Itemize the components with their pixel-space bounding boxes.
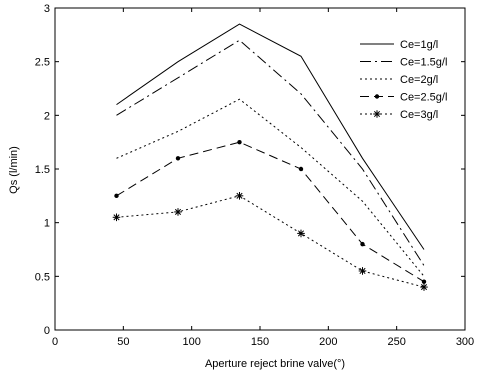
data-point [175, 156, 181, 161]
data-point [174, 208, 182, 216]
series-3 [116, 98, 425, 277]
series-1 [116, 23, 425, 250]
marker-stroke [297, 230, 305, 237]
data-point [358, 267, 367, 275]
data-point [114, 193, 119, 199]
marker-stroke [174, 208, 182, 215]
x-tick-label: 250 [387, 336, 405, 348]
series-line [116, 98, 425, 277]
y-tick-label: 1 [44, 218, 50, 230]
data-point [360, 241, 365, 247]
data-point [235, 192, 244, 200]
axes: 0 50 100 150 200 250 300 0 0.5 1 1.5 2 2.5 3 [35, 3, 474, 348]
y-tick-label: 3 [44, 3, 50, 15]
y-tick-label: 0 [44, 325, 50, 337]
data-point [421, 279, 427, 284]
legend-label: Ce=3g/l [400, 109, 438, 121]
y-axis-label: Qs (l/min) [8, 146, 20, 194]
marker-stroke [236, 192, 243, 199]
x-tick-label: 50 [117, 336, 129, 348]
x-tick-label: 200 [319, 336, 337, 348]
y-tick-label: 0.5 [35, 271, 50, 283]
legend-item: Ce=2g/l [360, 74, 438, 86]
series-2 [116, 39, 425, 266]
x-tick-label: 0 [52, 336, 58, 348]
legend-label: Ce=2g/l [400, 74, 438, 86]
series-line [116, 141, 425, 283]
legend-item: Ce=1.5g/l [360, 57, 447, 69]
x-tick-label: 100 [182, 336, 200, 348]
y-tick-label: 2.5 [35, 57, 50, 69]
legend: Ce=1g/l Ce=1.5g/l Ce=2g/l Ce=2.5g/l Ce=3g/l [360, 39, 447, 121]
y-tick-label: 2 [44, 110, 50, 122]
marker-stroke [373, 110, 381, 118]
series-4 [114, 139, 427, 284]
series-group [112, 23, 428, 291]
marker-stroke [420, 284, 428, 291]
y-tick-label: 1.5 [35, 164, 50, 176]
data-point [298, 166, 304, 172]
legend-item: Ce=1g/l [360, 39, 438, 51]
data-point [237, 139, 242, 145]
series-5 [112, 192, 428, 291]
series-line [116, 23, 425, 250]
legend-item: Ce=3g/l [360, 109, 438, 121]
x-tick-label: 300 [456, 336, 474, 348]
series-line [116, 39, 425, 266]
marker-stroke [113, 214, 120, 221]
data-point [112, 213, 121, 222]
data-point [420, 283, 428, 291]
legend-item: Ce=2.5g/l [360, 92, 447, 104]
x-axis-label: Aperture reject brine valve(°) [205, 358, 345, 370]
data-point [373, 110, 381, 118]
series-line [116, 195, 425, 288]
data-point [297, 229, 305, 238]
legend-label: Ce=1g/l [400, 39, 438, 51]
x-tick-label: 150 [251, 336, 269, 348]
marker-stroke [359, 267, 366, 275]
legend-label: Ce=1.5g/l [400, 57, 447, 69]
legend-label: Ce=2.5g/l [400, 92, 447, 104]
data-point [374, 94, 380, 99]
